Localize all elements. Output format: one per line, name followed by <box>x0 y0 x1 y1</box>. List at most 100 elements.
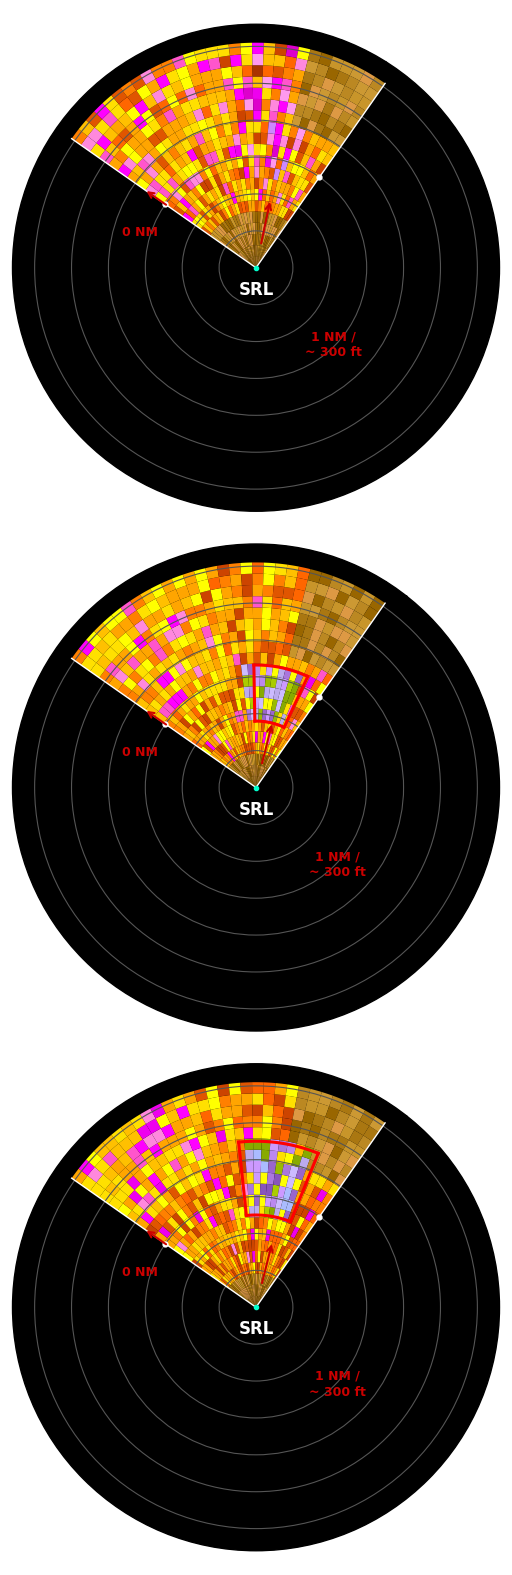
Polygon shape <box>206 613 218 625</box>
Polygon shape <box>233 1208 240 1219</box>
Polygon shape <box>310 1148 322 1162</box>
Polygon shape <box>231 699 238 712</box>
Polygon shape <box>259 1274 263 1285</box>
Polygon shape <box>223 170 231 183</box>
Polygon shape <box>264 1206 270 1217</box>
Polygon shape <box>278 690 286 701</box>
Polygon shape <box>151 161 164 173</box>
Polygon shape <box>239 1265 245 1276</box>
Polygon shape <box>340 1125 354 1140</box>
Polygon shape <box>354 80 369 96</box>
Polygon shape <box>230 192 238 203</box>
Polygon shape <box>254 776 256 788</box>
Polygon shape <box>241 213 246 225</box>
Polygon shape <box>237 1279 244 1288</box>
Polygon shape <box>286 44 299 58</box>
Polygon shape <box>240 178 246 191</box>
Polygon shape <box>212 1240 221 1251</box>
Polygon shape <box>173 205 185 216</box>
Text: 15: 15 <box>270 27 284 36</box>
Polygon shape <box>230 123 240 135</box>
Polygon shape <box>194 83 206 98</box>
Polygon shape <box>302 1147 314 1159</box>
Polygon shape <box>230 1284 240 1293</box>
Polygon shape <box>204 673 214 685</box>
Polygon shape <box>205 636 216 649</box>
Polygon shape <box>264 743 269 756</box>
Polygon shape <box>261 1161 269 1173</box>
Polygon shape <box>310 691 321 704</box>
Polygon shape <box>243 769 250 778</box>
Polygon shape <box>111 608 127 624</box>
Polygon shape <box>240 1277 246 1287</box>
Polygon shape <box>331 1121 345 1136</box>
Polygon shape <box>181 139 193 153</box>
Polygon shape <box>162 151 175 164</box>
Polygon shape <box>252 1251 255 1262</box>
Polygon shape <box>133 635 147 649</box>
Polygon shape <box>315 583 329 597</box>
Polygon shape <box>252 257 256 268</box>
Polygon shape <box>213 693 222 706</box>
Polygon shape <box>254 143 260 156</box>
Polygon shape <box>81 1175 96 1191</box>
Polygon shape <box>309 85 322 99</box>
Polygon shape <box>183 1091 197 1106</box>
Polygon shape <box>201 129 212 143</box>
Polygon shape <box>140 69 156 85</box>
Polygon shape <box>294 151 304 164</box>
Polygon shape <box>256 257 257 268</box>
Polygon shape <box>270 1195 278 1208</box>
Polygon shape <box>181 658 193 673</box>
Polygon shape <box>224 726 232 737</box>
Polygon shape <box>176 202 188 213</box>
Polygon shape <box>221 112 230 126</box>
Polygon shape <box>232 1117 243 1129</box>
Polygon shape <box>232 216 239 227</box>
Polygon shape <box>315 1102 329 1117</box>
Polygon shape <box>254 698 259 709</box>
Polygon shape <box>176 721 188 732</box>
Polygon shape <box>182 124 194 139</box>
Polygon shape <box>244 99 253 110</box>
Polygon shape <box>200 71 213 83</box>
Polygon shape <box>205 660 216 673</box>
Text: 60: 60 <box>395 595 409 605</box>
Polygon shape <box>245 1150 253 1161</box>
Polygon shape <box>257 246 258 257</box>
Polygon shape <box>248 1285 252 1296</box>
Polygon shape <box>248 780 256 788</box>
Polygon shape <box>252 1274 254 1285</box>
Polygon shape <box>325 1156 338 1170</box>
Polygon shape <box>315 1202 327 1214</box>
Polygon shape <box>235 227 242 238</box>
Polygon shape <box>282 172 291 183</box>
Polygon shape <box>134 1139 149 1154</box>
Polygon shape <box>369 597 385 613</box>
Polygon shape <box>225 219 233 230</box>
Polygon shape <box>201 649 212 663</box>
Polygon shape <box>246 224 250 235</box>
Polygon shape <box>182 644 194 658</box>
Polygon shape <box>194 1255 205 1266</box>
Polygon shape <box>236 759 243 770</box>
Polygon shape <box>174 662 186 676</box>
Polygon shape <box>172 1143 185 1158</box>
Polygon shape <box>260 1183 267 1195</box>
Polygon shape <box>252 235 254 246</box>
Polygon shape <box>145 184 158 197</box>
Polygon shape <box>216 1238 224 1249</box>
Polygon shape <box>233 762 242 772</box>
Polygon shape <box>270 676 278 688</box>
Polygon shape <box>214 186 223 198</box>
Polygon shape <box>248 743 252 754</box>
Polygon shape <box>351 1145 366 1159</box>
Polygon shape <box>317 1128 331 1142</box>
Polygon shape <box>253 1128 262 1139</box>
Polygon shape <box>369 1117 385 1132</box>
Polygon shape <box>151 680 164 693</box>
Polygon shape <box>276 632 286 644</box>
Polygon shape <box>329 576 344 591</box>
Polygon shape <box>281 726 289 739</box>
Polygon shape <box>229 112 238 124</box>
